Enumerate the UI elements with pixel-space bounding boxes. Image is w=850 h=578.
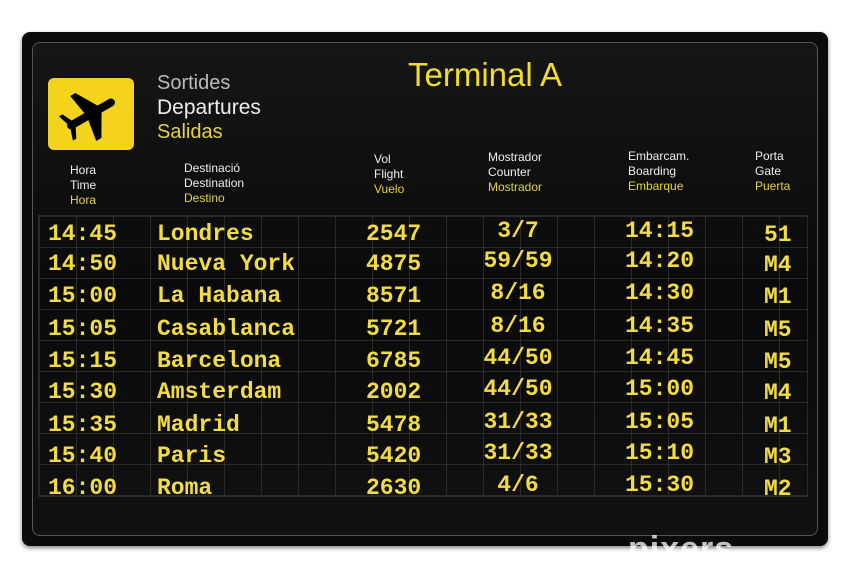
cell-flight: 6785 — [366, 348, 422, 374]
cell-time: 14:45 — [48, 221, 118, 247]
cell-time: 14:50 — [48, 251, 118, 277]
cell-dest: Casablanca — [157, 316, 296, 342]
column-header-destination-en: Destination — [184, 176, 245, 190]
column-header-flight-es: Vuelo — [374, 182, 405, 196]
heading-catalan: Sortides — [157, 72, 231, 94]
column-header-boarding-en: Boarding — [628, 164, 677, 178]
cell-boarding: 14:20 — [625, 248, 695, 274]
column-header-time-es: Hora — [70, 193, 97, 207]
cell-time: 15:35 — [48, 412, 118, 438]
cell-dest: Amsterdam — [157, 379, 282, 405]
column-header-counter-es: Mostrador — [488, 180, 543, 194]
cell-flight: 5721 — [366, 316, 422, 342]
column-header-destination-es: Destino — [184, 191, 225, 205]
cell-counter: 4/6 — [497, 472, 539, 498]
column-header-gate-en: Gate — [755, 164, 782, 178]
cell-counter: 44/50 — [483, 376, 553, 402]
flight-row: 15:40 Paris 5420 31/33 15:10 M3 — [0, 440, 850, 471]
cell-flight: 5478 — [366, 412, 422, 438]
cell-gate: 51 — [764, 222, 792, 248]
column-header-time-ca: Hora — [70, 163, 97, 177]
column-header-counter-ca: Mostrador — [488, 150, 543, 164]
cell-time: 15:40 — [48, 443, 118, 469]
cell-gate: M1 — [764, 413, 792, 439]
cell-flight: 2547 — [366, 221, 422, 247]
cell-counter: 8/16 — [490, 280, 546, 306]
cell-dest: Madrid — [157, 412, 240, 438]
airplane-departure-icon — [48, 78, 134, 150]
cell-time: 16:00 — [48, 475, 118, 501]
cell-dest: La Habana — [157, 283, 282, 309]
heading-spanish: Salidas — [157, 121, 223, 143]
flight-row: 14:45 Londres 2547 3/7 14:15 51 — [0, 218, 850, 249]
cell-time: 15:30 — [48, 379, 118, 405]
flight-row: 15:05 Casablanca 5721 8/16 14:35 M5 — [0, 313, 850, 344]
flight-row: 15:35 Madrid 5478 31/33 15:05 M1 — [0, 409, 850, 440]
cell-counter: 31/33 — [483, 440, 553, 466]
column-header-time-en: Time — [70, 178, 97, 192]
flight-row: 16:00 Roma 2630 4/6 15:30 M2 — [0, 472, 850, 503]
cell-counter: 8/16 — [490, 313, 546, 339]
column-header-flight-en: Flight — [374, 167, 404, 181]
cell-counter: 59/59 — [483, 248, 553, 274]
cell-counter: 31/33 — [483, 409, 553, 435]
cell-boarding: 14:30 — [625, 280, 695, 306]
cell-dest: Paris — [157, 443, 227, 469]
flight-row: 15:00 La Habana 8571 8/16 14:30 M1 — [0, 280, 850, 311]
cell-gate: M4 — [764, 252, 792, 278]
cell-boarding: 15:00 — [625, 376, 695, 402]
cell-gate: M4 — [764, 380, 792, 406]
heading-english: Departures — [157, 96, 261, 119]
cell-boarding: 14:45 — [625, 345, 695, 371]
cell-time: 15:00 — [48, 283, 118, 309]
cell-gate: M5 — [764, 349, 792, 375]
cell-gate: M5 — [764, 317, 792, 343]
cell-gate: M3 — [764, 444, 792, 470]
column-header-boarding-ca: Embarcam. — [628, 149, 690, 163]
cell-gate: M1 — [764, 284, 792, 310]
cell-boarding: 15:05 — [625, 409, 695, 435]
flight-row: 15:15 Barcelona 6785 44/50 14:45 M5 — [0, 345, 850, 376]
cell-dest: Nueva York — [157, 251, 296, 277]
cell-time: 15:15 — [48, 348, 118, 374]
flight-row: 14:50 Nueva York 4875 59/59 14:20 M4 — [0, 248, 850, 279]
cell-time: 15:05 — [48, 316, 118, 342]
cell-dest: Barcelona — [157, 348, 282, 374]
cell-boarding: 15:10 — [625, 440, 695, 466]
column-header-flight-ca: Vol — [374, 152, 391, 166]
cell-counter: 44/50 — [483, 345, 553, 371]
cell-boarding: 15:30 — [625, 472, 695, 498]
cell-boarding: 14:35 — [625, 313, 695, 339]
cell-dest: Roma — [157, 475, 213, 501]
column-header-gate-ca: Porta — [755, 149, 784, 163]
cell-boarding: 14:15 — [625, 218, 695, 244]
terminal-title: Terminal A — [408, 56, 563, 93]
column-header-boarding-es: Embarque — [628, 179, 684, 193]
cell-flight: 8571 — [366, 283, 422, 309]
cell-gate: M2 — [764, 476, 792, 502]
watermark: pixers — [628, 530, 735, 568]
cell-flight: 5420 — [366, 443, 422, 469]
column-header-gate-es: Puerta — [755, 179, 791, 193]
cell-dest: Londres — [157, 221, 254, 247]
cell-flight: 2630 — [366, 475, 422, 501]
column-header-destination-ca: Destinació — [184, 161, 241, 175]
cell-flight: 2002 — [366, 379, 422, 405]
column-header-counter-en: Counter — [488, 165, 531, 179]
flight-grid — [38, 215, 808, 497]
cell-flight: 4875 — [366, 251, 422, 277]
flight-row: 15:30 Amsterdam 2002 44/50 15:00 M4 — [0, 376, 850, 407]
cell-counter: 3/7 — [497, 218, 539, 244]
